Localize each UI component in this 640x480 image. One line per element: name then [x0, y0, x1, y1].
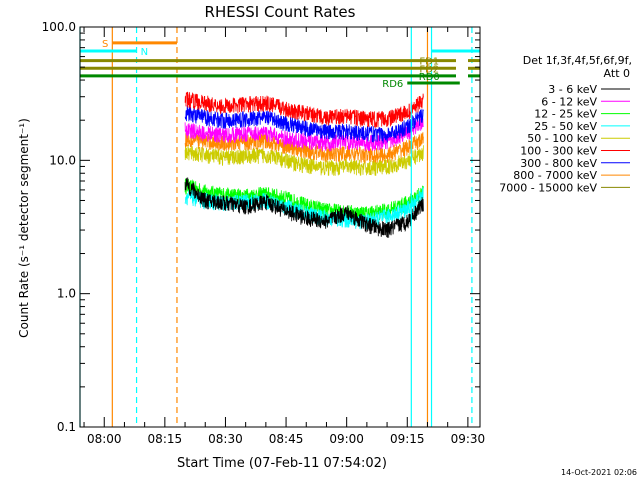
interval-label-RD6: RD6 — [382, 79, 403, 90]
legend-label-3: 25 - 50 keV — [534, 120, 597, 133]
y-tick-label-10.0: 10.0 — [49, 153, 76, 167]
x-tick-label-09:00: 09:00 — [329, 432, 364, 446]
y-tick-label-1.0: 1.0 — [57, 287, 76, 301]
series-line-50-100-keV — [184, 144, 424, 177]
x-tick-label-09:15: 09:15 — [390, 432, 425, 446]
x-tick-label-08:15: 08:15 — [148, 432, 183, 446]
interval-label-S: S — [102, 39, 108, 50]
series-line-100-300-keV — [184, 91, 424, 129]
chart-title: RHESSI Count Rates — [205, 3, 356, 21]
legend-label-8: 7000 - 15000 keV — [499, 181, 597, 194]
series-layer — [184, 91, 424, 238]
legend-label-2: 12 - 25 keV — [534, 108, 597, 121]
legend-label-0: 3 - 6 keV — [548, 83, 597, 96]
legend-header-line1: Det 1f,3f,4f,5f,6f,9f, — [523, 54, 632, 67]
series-line-800-7000-keV — [184, 132, 424, 164]
y-tick-label-0.1: 0.1 — [57, 420, 76, 434]
legend-label-5: 100 - 300 keV — [520, 145, 597, 158]
series-line-300-800-keV — [184, 105, 424, 144]
plot-frame — [79, 26, 481, 428]
x-axis-label: Start Time (07-Feb-11 07:54:02) — [177, 456, 387, 471]
interval-label-FD1: FD1 — [419, 57, 439, 68]
x-tick-label-09:30: 09:30 — [451, 432, 486, 446]
interval-label-RD0: RD0 — [419, 72, 440, 83]
legend-label-4: 50 - 100 keV — [527, 132, 597, 145]
interval-label-FD2: FD2 — [419, 64, 439, 75]
vertical-marker-layer — [79, 27, 473, 427]
y-tick-label-100.0: 100.0 — [42, 20, 76, 34]
x-tick-label-08:45: 08:45 — [269, 432, 304, 446]
axis-layer: 0.1 1.0 10.0 100.0 08:00 08:15 08:30 08:45 09:00… — [42, 20, 486, 446]
x-tick-label-08:00: 08:00 — [87, 432, 122, 446]
series-line-6-12-keV — [184, 115, 424, 152]
legend-label-6: 300 - 800 keV — [520, 157, 597, 170]
generated-timestamp: 14-Oct-2021 02:06 — [561, 468, 637, 477]
legend-label-7: 800 - 7000 keV — [513, 169, 597, 182]
interval-label-N: N — [141, 47, 148, 58]
x-tick-label-08:30: 08:30 — [208, 432, 243, 446]
y-axis-label: Count Rate (s⁻¹ detector segment⁻¹) — [17, 118, 31, 338]
legend-header-line2: Att 0 — [604, 67, 630, 80]
series-line-3-6-keV — [184, 177, 424, 238]
legend-label-1: 6 - 12 keV — [541, 95, 597, 108]
